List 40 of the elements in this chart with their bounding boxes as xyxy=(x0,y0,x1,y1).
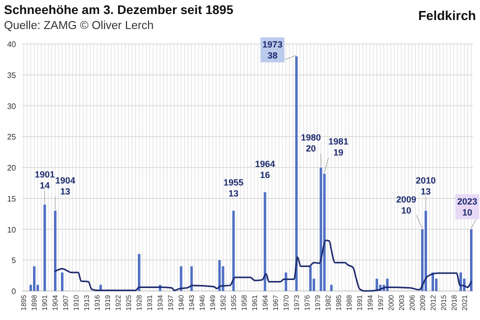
annotation: 2009 10 xyxy=(396,194,416,216)
annotation: 2023 10 xyxy=(457,196,478,218)
annotation: 1901 14 xyxy=(34,170,55,191)
bar xyxy=(44,204,46,291)
y-tick-label: 10 xyxy=(7,225,17,234)
bar xyxy=(460,272,462,291)
y-tick-label: 30 xyxy=(7,102,17,111)
bar xyxy=(138,254,140,291)
annotation: 1973 38 xyxy=(262,39,282,60)
annotation: 1981 19 xyxy=(328,136,348,158)
line-series xyxy=(54,240,472,292)
bar xyxy=(33,266,36,291)
bar xyxy=(190,266,193,291)
annotation: 2010 13 xyxy=(416,176,436,197)
bar xyxy=(284,272,288,291)
y-tick-label: 15 xyxy=(7,194,17,204)
annotation: 1964 16 xyxy=(254,159,275,180)
bar xyxy=(54,210,56,291)
bar xyxy=(432,272,434,291)
annotation: 1904 13 xyxy=(55,176,76,197)
bar xyxy=(295,56,298,291)
bar xyxy=(330,284,333,291)
bar xyxy=(180,266,182,291)
bar xyxy=(424,210,428,291)
annotation: 1980 20 xyxy=(300,132,321,154)
y-tick-label: 35 xyxy=(7,70,17,80)
y-tick-label: 5 xyxy=(12,256,17,266)
chart-title: Schneehöhe am 3. Dezember seit 1895 xyxy=(4,3,234,17)
y-tick-label: 25 xyxy=(7,132,17,142)
bar xyxy=(60,272,64,291)
y-tick-label: 40 xyxy=(7,40,17,49)
y-tick-label: 20 xyxy=(7,164,17,172)
bar xyxy=(470,229,472,291)
y-tick-label: 0 xyxy=(12,287,17,296)
bar xyxy=(218,260,221,291)
annotation: 1955 13 xyxy=(224,178,244,199)
text: Feldkirch xyxy=(418,8,476,23)
bar xyxy=(320,168,322,291)
chart-subtitle: Quelle: ZAMG © Oliver Lerch xyxy=(4,20,154,32)
bar xyxy=(309,266,312,291)
